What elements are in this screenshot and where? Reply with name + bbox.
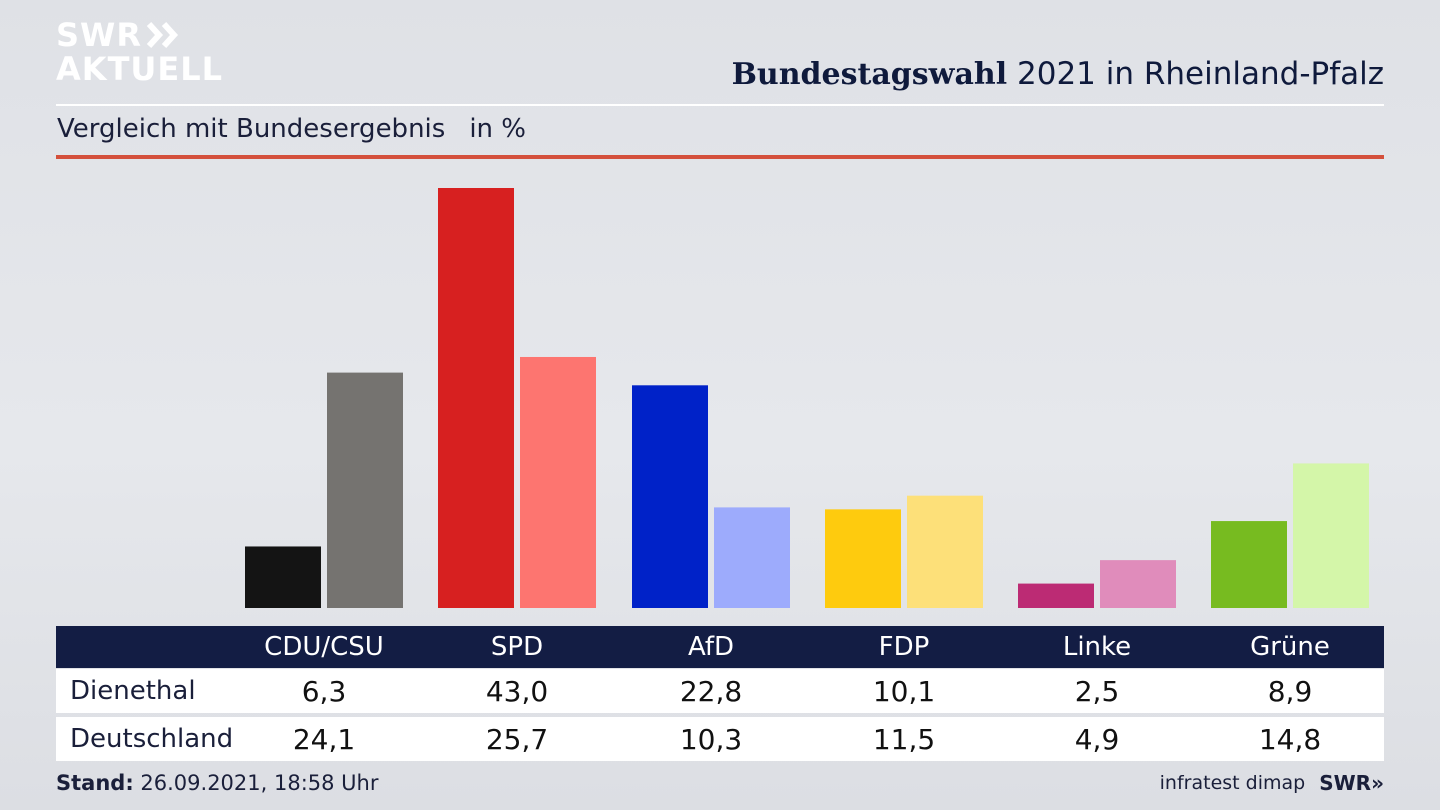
chevron-right-icon: [146, 21, 179, 49]
bar-fdp-deutschland: [907, 495, 983, 608]
timestamp: Stand: 26.09.2021, 18:58 Uhr: [56, 771, 379, 795]
table-cell: 25,7: [485, 722, 549, 756]
table-row: Dienethal 6,3 43,0 22,8 10,1 2,5 8,9: [56, 669, 1384, 713]
table-header: CDU/CSU SPD AfD FDP Linke Grüne: [56, 626, 1384, 668]
page-title: Bundestagswahl 2021 in Rheinland-Pfalz: [732, 56, 1384, 92]
bar-gr-ne-deutschland: [1293, 463, 1369, 608]
table-cell: 11,5: [872, 722, 936, 756]
bar-linke-deutschland: [1100, 560, 1176, 608]
table-cell: 43,0: [485, 674, 549, 708]
source-text: infratest dimap: [1159, 772, 1306, 794]
table-cell: 2,5: [1074, 674, 1120, 708]
bar-gr-ne-dienethal: [1211, 521, 1287, 608]
accent-divider: [56, 155, 1384, 159]
bar-cdu-csu-deutschland: [327, 372, 403, 608]
swr-aktuell-logo: SWR AKTUELL: [56, 18, 223, 86]
table-cell: 10,3: [679, 722, 743, 756]
table-cell: 22,8: [679, 674, 743, 708]
bar-spd-dienethal: [438, 188, 514, 608]
table-cell: 6,3: [301, 674, 347, 708]
column-header: FDP: [878, 632, 930, 662]
bar-fdp-dienethal: [825, 509, 901, 608]
logo-text-swr: SWR: [56, 16, 142, 54]
column-header: Linke: [1062, 632, 1132, 662]
column-header: AfD: [687, 632, 735, 662]
table-cell: 24,1: [292, 722, 356, 756]
row-label: Dienethal: [70, 676, 196, 706]
subtitle: Vergleich mit Bundesergebnis in %: [57, 114, 526, 144]
header-divider: [56, 104, 1384, 106]
table-row: Deutschland 24,1 25,7 10,3 11,5 4,9 14,8: [56, 717, 1384, 761]
column-header: Grüne: [1250, 632, 1330, 662]
stand-label: Stand:: [56, 771, 134, 795]
table-cell: 10,1: [872, 674, 936, 708]
bar-spd-deutschland: [520, 356, 596, 608]
title-bold: Bundestagswahl: [731, 57, 1008, 92]
source-credit: infratest dimap SWR»: [1160, 771, 1384, 795]
stand-value: 26.09.2021, 18:58 Uhr: [133, 771, 379, 795]
footer-swr-logo: SWR»: [1319, 771, 1384, 795]
logo-text-aktuell: AKTUELL: [56, 50, 224, 88]
title-rest: 2021 in Rheinland-Pfalz: [1007, 56, 1384, 92]
column-header: CDU/CSU: [264, 632, 384, 662]
table-cell: 14,8: [1258, 722, 1322, 756]
row-label: Deutschland: [70, 724, 234, 754]
bar-cdu-csu-dienethal: [245, 546, 321, 608]
bar-chart: [245, 188, 1369, 608]
bar-linke-dienethal: [1018, 583, 1094, 608]
column-header: SPD: [490, 632, 544, 662]
subtitle-text: Vergleich mit Bundesergebnis: [57, 114, 446, 144]
table-cell: 4,9: [1074, 722, 1120, 756]
unit-label: in %: [469, 114, 526, 144]
table-cell: 8,9: [1267, 674, 1313, 708]
bar-afd-deutschland: [714, 507, 790, 608]
bar-afd-dienethal: [632, 385, 708, 608]
